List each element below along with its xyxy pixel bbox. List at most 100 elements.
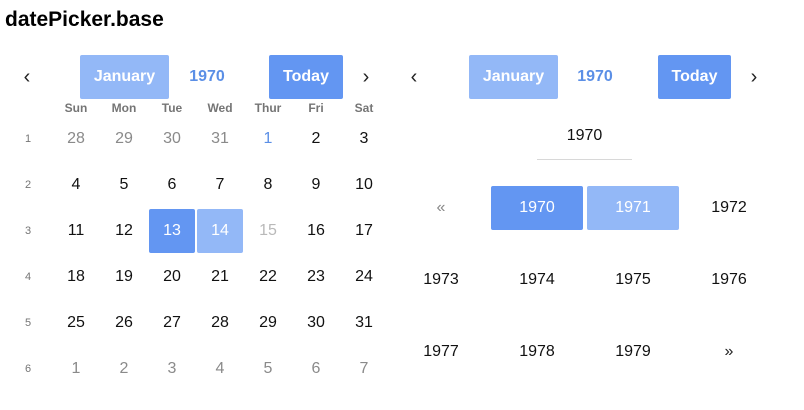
prev-month-button[interactable]: ‹ [410,66,418,88]
year-cell[interactable]: 1978 [489,330,585,402]
day-cell[interactable]: 30 [148,116,196,162]
day-cell[interactable]: 27 [148,300,196,346]
year-grid: « 1970 1971 1972 1973 1974 1975 1976 1977 1978 197… [393,186,777,402]
year-cell[interactable]: 1970 [489,186,585,258]
week-number: 3 [24,225,32,237]
prev-decade-button[interactable]: « [393,186,489,258]
day-label: 23 [307,268,325,285]
day-label: 17 [355,222,373,239]
day-cell[interactable]: 26 [100,300,148,346]
day-cell[interactable]: 31 [196,116,244,162]
day-cell[interactable]: 31 [340,300,388,346]
year-cell[interactable]: 1974 [489,258,585,330]
year-button[interactable]: 1970 [189,68,225,85]
day-cell[interactable]: 11 [52,208,100,254]
day-label: 15 [259,222,277,239]
day-label: 14 [197,209,243,253]
day-cell[interactable]: 23 [292,254,340,300]
day-label: 2 [119,360,129,377]
year-cell[interactable]: 1973 [393,258,489,330]
day-label: 7 [359,360,369,377]
page-title: datePicker.base [5,8,164,31]
day-cell[interactable]: 16 [292,208,340,254]
day-cell[interactable]: 14 [196,208,244,254]
day-cell[interactable]: 2 [292,116,340,162]
next-month-button[interactable]: › [750,66,758,88]
day-cell[interactable]: 4 [196,346,244,392]
today-button[interactable]: Today [269,55,343,99]
year-label: 1972 [711,199,747,216]
day-cell[interactable]: 13 [148,208,196,254]
prev-month-button[interactable]: ‹ [23,66,31,88]
day-cell[interactable]: 7 [196,162,244,208]
day-label: 21 [211,268,229,285]
year-button[interactable]: 1970 [577,68,613,85]
month-button[interactable]: January [80,55,169,99]
year-cell[interactable]: 1977 [393,330,489,402]
day-label: 28 [67,130,85,147]
weekday-label: Tue [161,101,183,115]
day-cell[interactable]: 29 [100,116,148,162]
month-button[interactable]: January [469,55,558,99]
day-label: 29 [259,314,277,331]
day-cell[interactable]: 1 [52,346,100,392]
day-cell[interactable]: 10 [340,162,388,208]
day-cell[interactable]: 3 [340,116,388,162]
day-label: 1 [263,130,273,147]
day-cell[interactable]: 3 [148,346,196,392]
day-label: 9 [311,176,321,193]
day-cell[interactable]: 21 [196,254,244,300]
day-cell[interactable]: 7 [340,346,388,392]
day-cell[interactable]: 5 [100,162,148,208]
day-cell[interactable]: 18 [52,254,100,300]
day-label: 6 [167,176,177,193]
weekday-label: Wed [207,101,233,115]
weekday-label: Sun [64,101,88,115]
day-cell[interactable]: 6 [292,346,340,392]
year-label: 1979 [615,343,651,360]
weekday-label: Sat [354,101,374,115]
year-panel-header: 1970 [537,125,632,160]
day-label: 30 [163,130,181,147]
day-cell[interactable]: 22 [244,254,292,300]
day-cell[interactable]: 9 [292,162,340,208]
day-cell[interactable]: 24 [340,254,388,300]
day-label: 5 [263,360,273,377]
year-cell[interactable]: 1976 [681,258,777,330]
day-cell[interactable]: 2 [100,346,148,392]
day-label: 31 [211,130,229,147]
day-label: 10 [355,176,373,193]
day-cell[interactable]: 12 [100,208,148,254]
day-label: 6 [311,360,321,377]
year-cell[interactable]: 1979 [585,330,681,402]
day-cell[interactable]: 4 [52,162,100,208]
year-cell[interactable]: 1972 [681,186,777,258]
day-label: 4 [71,176,81,193]
day-label: 19 [115,268,133,285]
day-cell[interactable]: 1 [244,116,292,162]
year-cell[interactable]: 1971 [585,186,681,258]
day-cell[interactable]: 29 [244,300,292,346]
day-cell[interactable]: 28 [52,116,100,162]
weekday-header: Sun Mon Tue Wed Thur Fri Sat [52,99,388,117]
day-cell[interactable]: 28 [196,300,244,346]
day-cell[interactable]: 5 [244,346,292,392]
day-cell[interactable]: 17 [340,208,388,254]
next-month-button[interactable]: › [362,66,370,88]
day-cell[interactable]: 20 [148,254,196,300]
day-cell[interactable]: 19 [100,254,148,300]
day-cell[interactable]: 25 [52,300,100,346]
day-label: 20 [163,268,181,285]
year-cell[interactable]: 1975 [585,258,681,330]
day-grid: 28 29 30 31 1 2 3 4 5 6 7 8 9 10 11 12 13 14 15 16 17 18 19 20 2… [52,116,388,392]
day-label: 11 [67,222,85,239]
day-cell[interactable]: 15 [244,208,292,254]
day-cell[interactable]: 30 [292,300,340,346]
day-label: 28 [211,314,229,331]
week-number: 6 [24,363,32,375]
today-button[interactable]: Today [658,55,731,99]
weekday-label: Thur [254,101,282,115]
next-decade-button[interactable]: » [681,330,777,402]
day-cell[interactable]: 8 [244,162,292,208]
day-cell[interactable]: 6 [148,162,196,208]
